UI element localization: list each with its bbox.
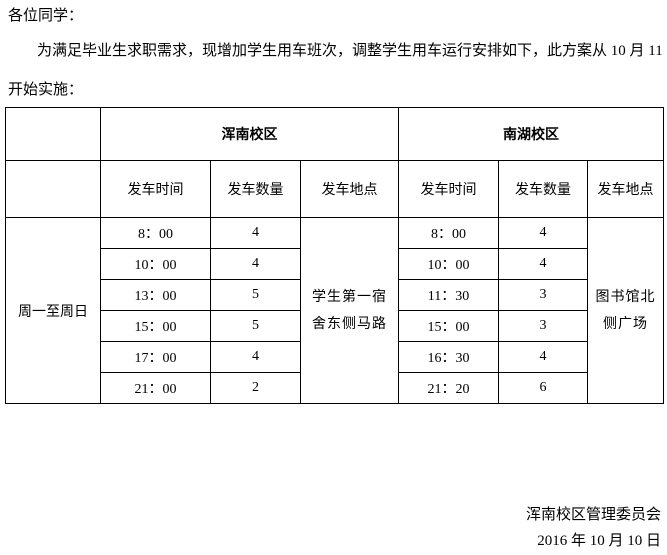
hunnan-time-cell: 15：00 [100,310,211,342]
hunnan-time-cell: 8：00 [100,217,211,249]
nanhu-time-cell: 8：00 [398,217,500,249]
hunnan-time-cell: 13：00 [100,279,211,311]
hunnan-count-cell: 5 [210,310,301,342]
col-header-nanhu-count: 发车数量 [498,160,589,218]
hunnan-time-cell: 17：00 [100,341,211,373]
intro-paragraph: 为满足毕业生求职需求，现增加学生用车班次，调整学生用车运行安排如下，此方案从 1… [37,43,667,59]
signature-text: 浑南校区管理委员会 [525,507,661,523]
bus-schedule-table: 浑南校区 南湖校区 发车时间 发车数量 发车地点 发车时间 发车数量 发车地点 … [5,107,665,404]
signature-block: 浑南校区管理委员会 2016 年 10 月 10 日 [526,502,661,554]
hunnan-count-cell: 2 [210,372,301,404]
nanhu-time-cell: 11：30 [398,279,500,311]
nanhu-time-cell: 21：20 [398,372,500,404]
date-text: 2016 年 10 月 10 日 [537,533,661,549]
col-header-hunnan-time: 发车时间 [100,160,211,218]
column-header-row: 发车时间 发车数量 发车地点 发车时间 发车数量 发车地点 [5,160,665,218]
col-header-hunnan-count: 发车数量 [210,160,301,218]
hunnan-time-cell: 21：00 [100,372,211,404]
corner-cell-bottom [5,160,101,218]
campus-header-row: 浑南校区 南湖校区 [5,107,665,161]
hunnan-count-cell: 4 [210,248,301,280]
table-row: 21：00 2 21：20 6 [6,372,664,404]
col-header-hunnan-location: 发车地点 [299,160,400,218]
hunnan-location-cell: 学生第一宿舍东侧马路 [299,217,400,404]
hunnan-time-cell: 10：00 [100,248,211,280]
nanhu-count-cell: 3 [498,310,589,342]
nanhu-location-cell: 图书馆北侧广场 [587,217,665,404]
table-row: 17：00 4 16：30 4 [6,341,664,373]
nanhu-time-cell: 16：30 [398,341,500,373]
nanhu-time-cell: 10：00 [398,248,500,280]
hunnan-count-cell: 5 [210,279,301,311]
corner-cell-top [5,107,101,161]
day-range-label: 周一至周日 [5,217,101,404]
nanhu-count-cell: 4 [498,248,589,280]
nanhu-time-cell: 15：00 [398,310,500,342]
campus-header-nanhu: 南湖校区 [398,107,665,161]
nanhu-count-cell: 6 [498,372,589,404]
intro-continuation: 开始实施： [8,82,84,98]
hunnan-count-cell: 4 [210,341,301,373]
campus-header-hunnan: 浑南校区 [99,107,400,161]
table-row: 周一至周日 8：00 4 学生第一宿舍东侧马路 8：00 4 图书馆北侧广场 [5,217,665,404]
col-header-nanhu-location: 发车地点 [587,160,665,218]
nanhu-count-cell: 4 [498,341,589,373]
hunnan-count-cell: 4 [210,217,301,249]
nanhu-count-cell: 3 [498,279,589,311]
nanhu-count-cell: 4 [498,217,589,249]
salutation-text: 各位同学： [8,8,84,24]
col-header-nanhu-time: 发车时间 [398,160,500,218]
